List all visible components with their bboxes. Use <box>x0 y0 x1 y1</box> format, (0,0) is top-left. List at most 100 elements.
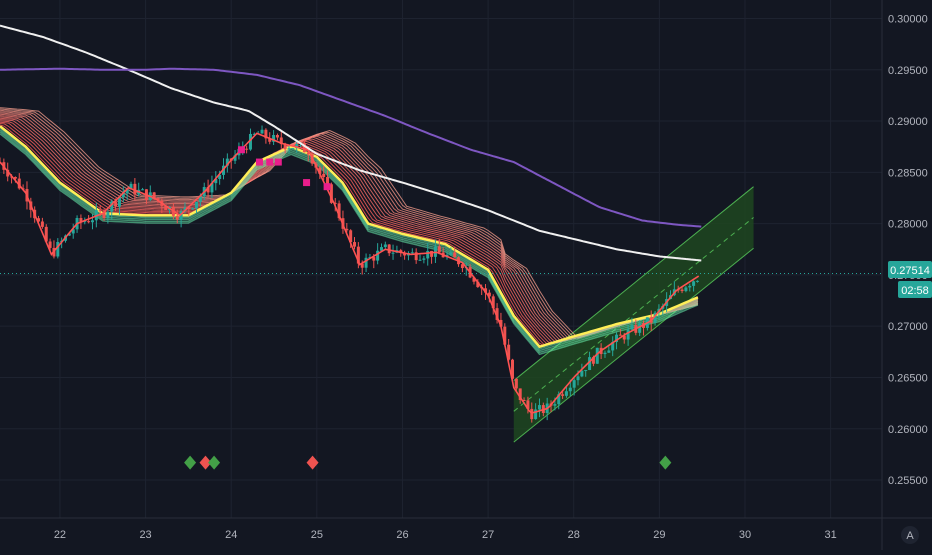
candle-body <box>692 281 696 286</box>
candle-body <box>195 201 199 209</box>
candle-body <box>588 357 592 371</box>
buy-signal-diamond <box>659 455 672 470</box>
candle-body <box>102 211 106 218</box>
candle-body <box>106 211 110 218</box>
price-tick-label: 0.27000 <box>888 321 928 333</box>
candle-body <box>279 137 283 145</box>
candle-body <box>44 226 48 242</box>
candle-body <box>360 263 364 268</box>
candle-body <box>684 287 688 292</box>
candle-body <box>418 259 422 261</box>
candle-body <box>17 178 21 189</box>
candle-body <box>156 198 160 201</box>
time-tick-label: 23 <box>139 529 151 541</box>
candle-body <box>322 173 326 177</box>
candle-body <box>206 187 210 193</box>
ribbon-green-line <box>0 133 699 356</box>
candle-body <box>353 242 357 247</box>
candle-body <box>198 196 202 202</box>
candle-body <box>403 252 407 256</box>
price-tick-label: 0.25500 <box>888 475 928 487</box>
candle-body <box>514 378 518 389</box>
candle-body <box>507 344 511 360</box>
candle-body <box>572 380 576 388</box>
candle-body <box>680 289 684 292</box>
candle-body <box>638 323 642 333</box>
ribbon-green-line <box>0 129 699 352</box>
candle-body <box>526 400 530 409</box>
candle-body <box>414 252 418 261</box>
candle-body <box>595 347 599 364</box>
buy-signal-diamond <box>184 455 197 470</box>
candle-body <box>379 247 383 251</box>
grid <box>0 0 882 518</box>
candle-body <box>349 230 353 243</box>
candle-body <box>503 326 507 345</box>
time-axis[interactable]: 22 23 24 25 26 27 28 29 30 31 <box>0 517 932 541</box>
candle-body <box>553 404 557 406</box>
candle-body <box>426 250 430 259</box>
candle-body <box>557 394 561 405</box>
square-marker <box>255 158 263 166</box>
candle-body <box>487 292 491 297</box>
candle-body <box>326 176 330 185</box>
candle-body <box>564 391 568 396</box>
candle-body <box>98 210 102 212</box>
candle-body <box>83 221 87 223</box>
candle-countdown: 02:58 <box>901 285 929 297</box>
auto-scale-button[interactable]: A <box>901 526 919 544</box>
candle-body <box>191 208 195 210</box>
candle-body <box>264 129 268 139</box>
candle-body <box>283 144 287 150</box>
candle-body <box>245 148 249 150</box>
candle-body <box>607 350 611 353</box>
candle-body <box>476 281 480 288</box>
candle-body <box>117 197 121 207</box>
time-tick-label: 31 <box>824 529 836 541</box>
candle-body <box>56 241 60 257</box>
candle-body <box>179 211 183 220</box>
time-tick-label: 25 <box>311 529 323 541</box>
candle-body <box>576 376 580 381</box>
ema-ribbon <box>0 107 699 356</box>
candle-body <box>287 148 291 150</box>
candle-body <box>591 357 595 364</box>
candle-body <box>333 202 337 204</box>
channel-median-line <box>513 217 754 412</box>
signal-markers <box>184 146 672 470</box>
time-tick-label: 28 <box>568 529 580 541</box>
price-tick-label: 0.29500 <box>888 65 928 77</box>
moving-averages <box>0 24 702 415</box>
candle-body <box>534 409 538 420</box>
time-tick-label: 24 <box>225 529 237 541</box>
candle-body <box>87 221 91 223</box>
candle-body <box>626 329 630 340</box>
candle-body <box>383 244 387 248</box>
candle-body <box>430 250 434 257</box>
auto-scale-label: A <box>906 530 914 542</box>
candle-body <box>580 370 584 377</box>
candle-body <box>133 183 137 195</box>
candle-body <box>495 308 499 320</box>
candle-body <box>522 400 526 402</box>
candle-body <box>125 189 129 194</box>
candle-body <box>688 285 692 288</box>
candle-body <box>164 206 168 211</box>
square-marker <box>303 179 311 187</box>
time-tick-label: 27 <box>482 529 494 541</box>
ma-purple-line <box>0 67 702 228</box>
candle-body <box>141 189 145 191</box>
candle-body <box>13 177 17 179</box>
candle-body <box>695 280 699 282</box>
candle-body <box>291 148 295 150</box>
candle-body <box>356 246 360 264</box>
fast-ma-line <box>0 132 700 415</box>
candle-body <box>611 342 615 351</box>
square-marker <box>237 146 245 154</box>
time-tick-label: 26 <box>396 529 408 541</box>
candle-body <box>272 134 276 142</box>
candle-body <box>329 184 333 203</box>
price-tick-label: 0.26500 <box>888 372 928 384</box>
candle-body <box>302 142 306 153</box>
